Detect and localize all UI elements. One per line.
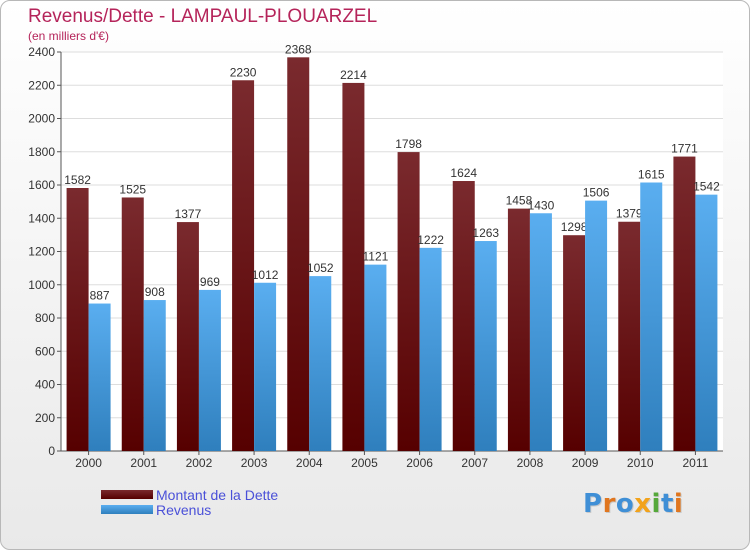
legend-label-revenue: Revenus — [156, 501, 212, 518]
bar-debt-2002 — [176, 222, 199, 451]
y-tick-label: 2200 — [28, 78, 55, 92]
logo-letter: t — [660, 489, 674, 519]
data-label-debt-2011: 1771 — [671, 142, 698, 156]
x-tick-label: 2010 — [627, 456, 654, 470]
bar-debt-2008 — [507, 208, 530, 451]
x-tick-label: 2002 — [186, 456, 213, 470]
data-label-revenue-2011: 1542 — [693, 180, 720, 194]
bar-revenue-2006 — [419, 247, 442, 451]
data-label-revenue-2002: 969 — [200, 275, 220, 289]
data-label-revenue-2009: 1506 — [583, 186, 610, 200]
y-tick-label: 1200 — [28, 245, 55, 259]
bar-revenue-2011 — [695, 194, 718, 451]
bar-debt-2006 — [397, 152, 420, 451]
data-label-revenue-2010: 1615 — [638, 168, 665, 182]
data-label-debt-2002: 1377 — [175, 207, 202, 221]
legend-swatch-debt — [101, 490, 153, 499]
bar-debt-2000 — [66, 187, 89, 451]
y-tick-label: 800 — [35, 311, 55, 325]
bar-revenue-2000 — [88, 303, 111, 451]
logo-letter: i — [651, 489, 661, 519]
legend-item-revenue: Revenus — [101, 501, 278, 518]
bar-debt-2010 — [618, 221, 641, 451]
data-label-debt-2006: 1798 — [395, 137, 422, 151]
proxiti-logo: ProxitiProxiti — [583, 489, 683, 519]
data-label-debt-2007: 1624 — [450, 166, 477, 180]
legend-label-debt: Montant de la Dette — [156, 486, 279, 503]
chart-title: Revenus/Dette - LAMPAUL-PLOUARZEL — [28, 6, 378, 27]
x-tick-label: 2007 — [461, 456, 488, 470]
data-label-revenue-2007: 1263 — [472, 226, 499, 240]
data-label-revenue-2008: 1430 — [528, 198, 555, 212]
y-tick-label: 1400 — [28, 211, 55, 225]
y-tick-label: 1000 — [28, 278, 55, 292]
bar-debt-2007 — [452, 181, 475, 451]
y-tick-label: 0 — [48, 444, 55, 458]
data-label-debt-2005: 2214 — [340, 68, 367, 82]
y-tick-label: 1800 — [28, 145, 55, 159]
logo-letter: i — [673, 489, 684, 519]
bar-debt-2005 — [342, 82, 365, 452]
x-tick-label: 2009 — [572, 456, 599, 470]
data-label-debt-2000: 1582 — [64, 173, 91, 187]
data-label-revenue-2005: 1121 — [363, 250, 389, 264]
logo-letter: x — [634, 489, 652, 519]
y-tick-label: 2000 — [28, 112, 55, 126]
bar-debt-2003 — [232, 80, 255, 451]
logo-letter: o — [615, 489, 635, 519]
logo-letter: P — [583, 489, 603, 519]
data-label-revenue-2006: 1222 — [417, 233, 444, 247]
bar-revenue-2009 — [585, 200, 608, 451]
x-tick-label: 2006 — [406, 456, 433, 470]
data-label-revenue-2003: 1012 — [252, 268, 279, 282]
y-tick-label: 1600 — [28, 178, 55, 192]
bar-revenue-2005 — [364, 264, 387, 451]
legend-item-debt: Montant de la Dette — [101, 486, 279, 503]
bar-debt-2011 — [673, 156, 696, 452]
logo-letter: r — [602, 489, 616, 519]
y-tick-label: 400 — [35, 378, 55, 392]
x-tick-label: 2000 — [75, 456, 102, 470]
bar-debt-2009 — [563, 235, 586, 451]
y-tick-label: 200 — [35, 411, 55, 425]
data-label-debt-2009: 1298 — [561, 220, 588, 234]
data-label-debt-2010: 1379 — [616, 207, 643, 221]
data-label-debt-2004: 2368 — [285, 42, 312, 56]
x-tick-label: 2011 — [683, 456, 709, 470]
x-tick-label: 2004 — [296, 456, 323, 470]
data-label-revenue-2001: 908 — [145, 285, 165, 299]
x-tick-label: 2001 — [130, 456, 157, 470]
x-tick-label: 2003 — [241, 456, 268, 470]
bar-revenue-2010 — [640, 182, 663, 451]
legend-swatch-revenue — [101, 505, 153, 514]
bar-revenue-2008 — [529, 213, 552, 451]
chart-legend: Montant de la Dette Revenus — [101, 486, 279, 518]
x-tick-label: 2008 — [517, 456, 544, 470]
bar-revenue-2002 — [198, 289, 221, 451]
bar-revenue-2001 — [143, 300, 166, 451]
bar-revenue-2004 — [309, 276, 332, 451]
y-tick-label: 2400 — [28, 45, 55, 59]
y-tick-label: 600 — [35, 344, 55, 358]
bar-revenue-2003 — [254, 282, 277, 451]
data-label-debt-2008: 1458 — [506, 194, 533, 208]
data-label-revenue-2004: 1052 — [307, 261, 334, 275]
data-label-debt-2003: 2230 — [230, 65, 257, 79]
chart-subtitle: (en milliers d'€) — [28, 29, 109, 43]
bar-debt-2004 — [287, 57, 310, 451]
data-label-revenue-2000: 887 — [90, 289, 110, 303]
x-tick-label: 2005 — [351, 456, 378, 470]
data-label-debt-2001: 1525 — [119, 182, 146, 196]
bar-revenue-2007 — [474, 241, 497, 451]
bar-debt-2001 — [121, 197, 144, 451]
